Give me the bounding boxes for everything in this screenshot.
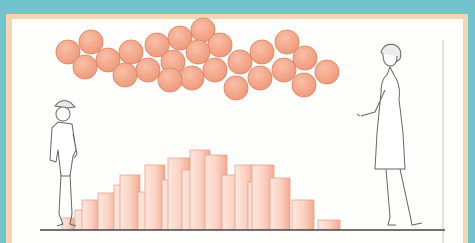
balloon	[158, 68, 182, 92]
balloon	[73, 55, 97, 79]
balloon	[136, 58, 160, 82]
balloon	[186, 40, 210, 64]
block-column	[292, 200, 314, 230]
balloon	[224, 76, 248, 100]
balloon	[203, 58, 227, 82]
child-head	[56, 107, 70, 121]
balloon	[208, 33, 232, 57]
balloon	[79, 30, 103, 54]
block-column	[120, 175, 140, 230]
block-column	[270, 178, 290, 230]
balloon	[292, 73, 316, 97]
balloon	[113, 63, 137, 87]
balloon	[180, 66, 204, 90]
balloon	[248, 66, 272, 90]
block-column	[82, 200, 100, 230]
balloon	[228, 50, 252, 74]
block-column	[62, 218, 74, 230]
balloon	[315, 60, 339, 84]
balloon	[293, 46, 317, 70]
illustration	[0, 0, 475, 243]
balloon	[250, 40, 274, 64]
balloon	[272, 58, 296, 82]
balloon	[119, 40, 143, 64]
page: (() => { const svg = document.getElement…	[0, 0, 475, 243]
block-column	[318, 220, 340, 230]
